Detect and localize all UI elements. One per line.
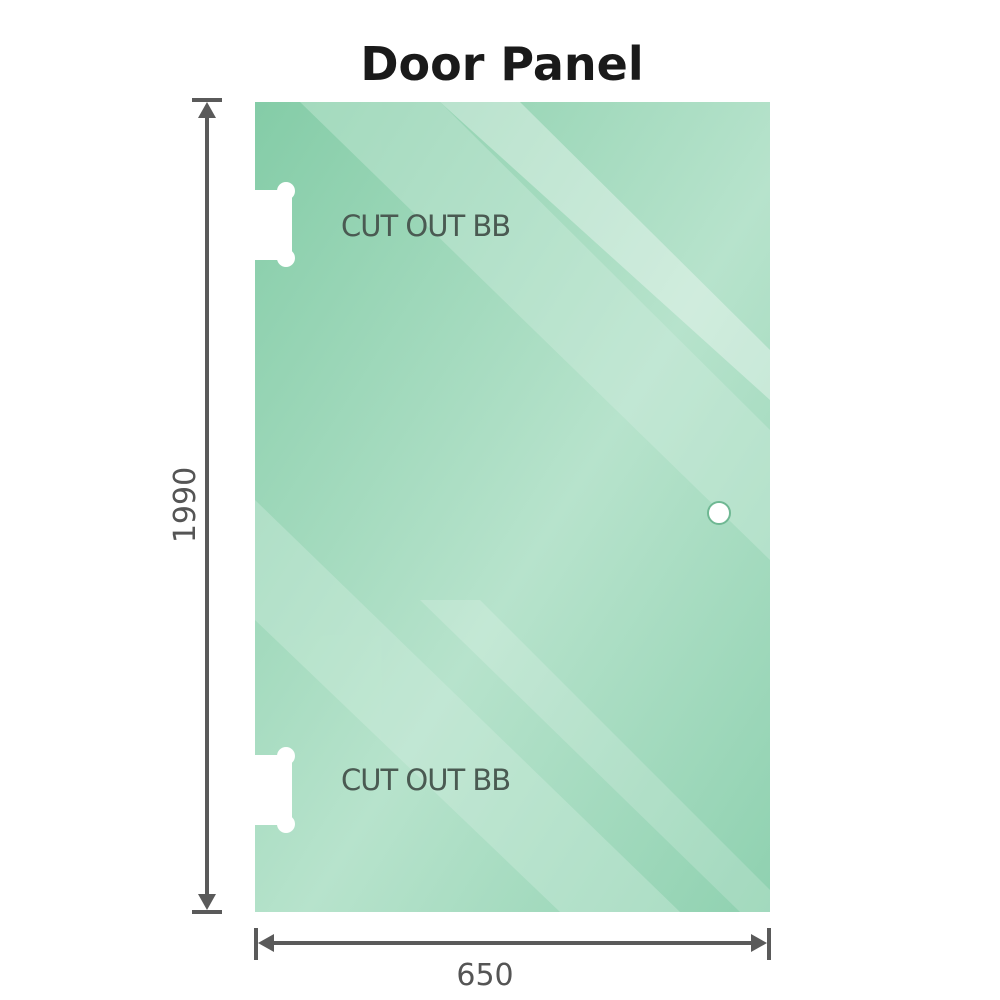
page-title: Door Panel [360,37,643,91]
cutout-top [255,182,295,267]
height-value: 1990 [168,467,203,543]
cutout-bottom [255,747,295,833]
glass-reflections [255,102,770,912]
handle-hole [707,501,731,525]
width-value: 650 [456,958,513,993]
cutout-top-label: CUT OUT BB [341,209,510,243]
cutout-bottom-label: CUT OUT BB [341,763,510,797]
glass-panel [255,102,770,912]
height-dimension [192,98,222,914]
width-dimension [254,928,771,960]
